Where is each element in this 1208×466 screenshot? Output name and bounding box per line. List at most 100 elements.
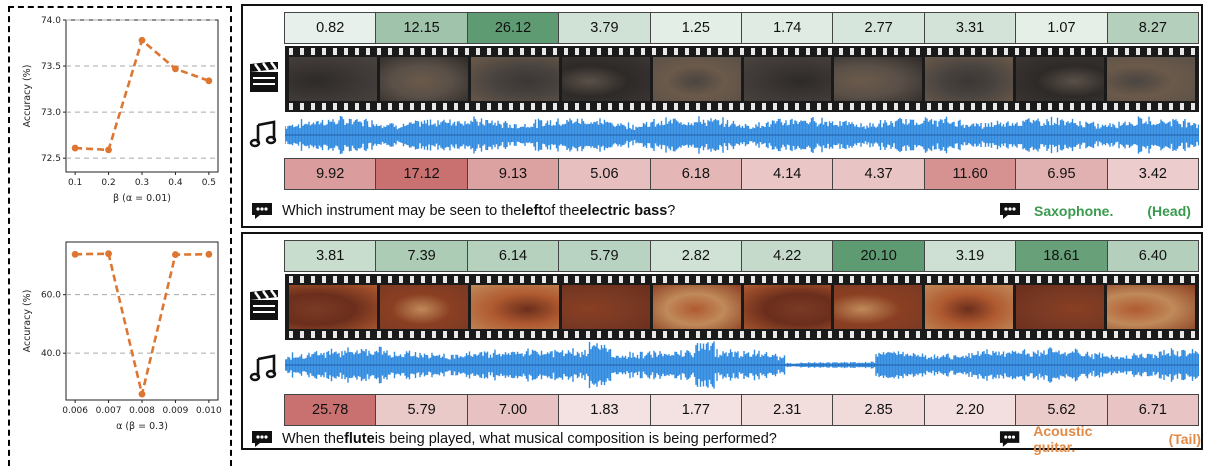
score-cell: 2.77: [832, 12, 925, 44]
video-frame: [561, 57, 650, 101]
audio-score-row: 25.78 5.79 7.00 1.83 1.77 2.31 2.85 2.20 5.62 6.7…: [284, 394, 1200, 426]
question-text-post: ?: [667, 203, 676, 219]
score-cell: 6.95: [1015, 158, 1108, 190]
video-frame: [561, 285, 650, 329]
y-tick-label: 40.0: [41, 349, 61, 359]
x-tick-label: 0.007: [96, 406, 122, 416]
score-cell: 3.81: [284, 240, 377, 272]
video-frame: [470, 285, 559, 329]
question-keyword: electric bass: [579, 203, 668, 219]
video-frame: [1016, 285, 1105, 329]
x-tick-label: 0.009: [163, 406, 189, 416]
score-cell: 12.15: [375, 12, 468, 44]
video-filmstrip: [285, 46, 1199, 112]
visual-score-row: 3.81 7.39 6.14 5.79 2.82 4.22 20.10 3.19 18.61 6.…: [284, 240, 1200, 272]
video-frame: [925, 57, 1014, 101]
video-frame: [289, 285, 377, 329]
data-point: [71, 250, 79, 258]
answer-tag: (Tail): [1168, 431, 1201, 447]
video-frame: [743, 285, 832, 329]
speech-bubble-icon: [999, 431, 1020, 447]
score-cell: 1.74: [741, 12, 834, 44]
score-cell: 1.77: [649, 394, 743, 426]
question-text-pre: Which instrument may be seen to the: [282, 203, 522, 219]
score-cell: 1.25: [649, 12, 743, 44]
visual-score-row: 0.82 12.15 26.12 3.79 1.25 1.74 2.77 3.31 1.07 8.…: [284, 12, 1200, 44]
score-cell: 2.20: [923, 394, 1017, 426]
x-tick-label: 0.010: [196, 406, 222, 416]
audio-waveform: [285, 341, 1199, 389]
x-tick-label: 0.4: [168, 178, 183, 188]
score-cell: 17.12: [375, 158, 468, 190]
question-keyword: left: [521, 203, 544, 219]
score-cell: 5.79: [558, 240, 651, 272]
score-cell: 2.82: [649, 240, 743, 272]
ablation-charts-box: [8, 6, 232, 466]
video-frame: [1107, 57, 1196, 101]
video-frame: [834, 285, 923, 329]
answer: Acoustic guitar. (Tail): [999, 423, 1201, 455]
answer-tag: (Head): [1147, 203, 1191, 219]
video-frame: [834, 57, 923, 101]
question-line: Which instrument may be seen to the left…: [251, 200, 1195, 222]
score-cell: 11.60: [923, 158, 1017, 190]
plot-frame: [65, 241, 219, 401]
score-cell: 7.00: [466, 394, 560, 426]
y-tick-label: 72.5: [41, 154, 61, 164]
score-cell: 5.06: [558, 158, 651, 190]
film-perforations: [285, 103, 1199, 110]
speech-bubble-icon: [252, 431, 272, 447]
y-tick-label: 73.0: [41, 108, 61, 118]
score-cell: 6.18: [649, 158, 743, 190]
series-line: [75, 252, 209, 395]
score-cell: 6.40: [1106, 240, 1200, 272]
video-frame: [652, 285, 741, 329]
answer: Saxophone. (Head): [999, 200, 1191, 222]
video-frame: [289, 57, 377, 101]
video-frame: [743, 57, 832, 101]
score-cell: 26.12: [466, 12, 560, 44]
score-cell: 20.10: [832, 240, 925, 272]
score-cell: 2.85: [832, 394, 925, 426]
score-cell: 7.39: [375, 240, 468, 272]
question-text-mid: is being played, what musical compositio…: [374, 431, 777, 447]
question-keyword: flute: [344, 431, 375, 447]
question-text-mid: of the: [543, 203, 580, 219]
video-frame: [1107, 285, 1196, 329]
audio-score-row: 9.92 17.12 9.13 5.06 6.18 4.14 4.37 11.60 6.95 3.…: [284, 158, 1200, 190]
y-tick-label: 74.0: [41, 16, 61, 26]
film-perforations: [285, 331, 1199, 338]
score-cell: 3.42: [1106, 158, 1200, 190]
video-frame: [379, 57, 468, 101]
y-axis-label: Accuracy (%): [22, 65, 33, 128]
score-cell: 2.31: [741, 394, 834, 426]
music-note-icon: [249, 354, 277, 387]
data-point: [138, 36, 146, 44]
x-tick-label: 0.5: [202, 178, 216, 188]
score-cell: 3.31: [923, 12, 1017, 44]
score-cell: 18.61: [1015, 240, 1108, 272]
x-tick-label: 0.006: [62, 406, 88, 416]
x-tick-label: 0.3: [135, 178, 149, 188]
x-axis-label: β (α = 0.01): [113, 193, 171, 204]
example-panel-tail: 3.81 7.39 6.14 5.79 2.82 4.22 20.10 3.19 18.61 6.…: [241, 232, 1203, 455]
video-frame: [379, 285, 468, 329]
data-point: [172, 65, 179, 73]
question-text-pre: When the: [282, 431, 345, 447]
video-frame: [1016, 57, 1105, 101]
data-point: [205, 250, 213, 258]
score-cell: 9.92: [284, 158, 377, 190]
score-cell: 3.79: [558, 12, 651, 44]
data-point: [205, 77, 213, 85]
question-line: When the flute is being played, what mus…: [251, 428, 1195, 450]
beta-ablation-chart: 72.5 73.0 73.5 74.0 0.1 0.2 0.3 0.4 0.5 β (α = 0.…: [22, 16, 219, 204]
video-frame: [470, 57, 559, 101]
example-panel-head: 0.82 12.15 26.12 3.79 1.25 1.74 2.77 3.31 1.07 8.…: [241, 4, 1203, 228]
series-line: [75, 37, 210, 152]
score-cell: 4.22: [741, 240, 834, 272]
clapperboard-icon: [249, 61, 279, 99]
score-cell: 5.79: [375, 394, 468, 426]
score-cell: 5.62: [1015, 394, 1108, 426]
x-tick-label: 0.2: [101, 178, 115, 188]
film-perforations: [285, 276, 1199, 283]
